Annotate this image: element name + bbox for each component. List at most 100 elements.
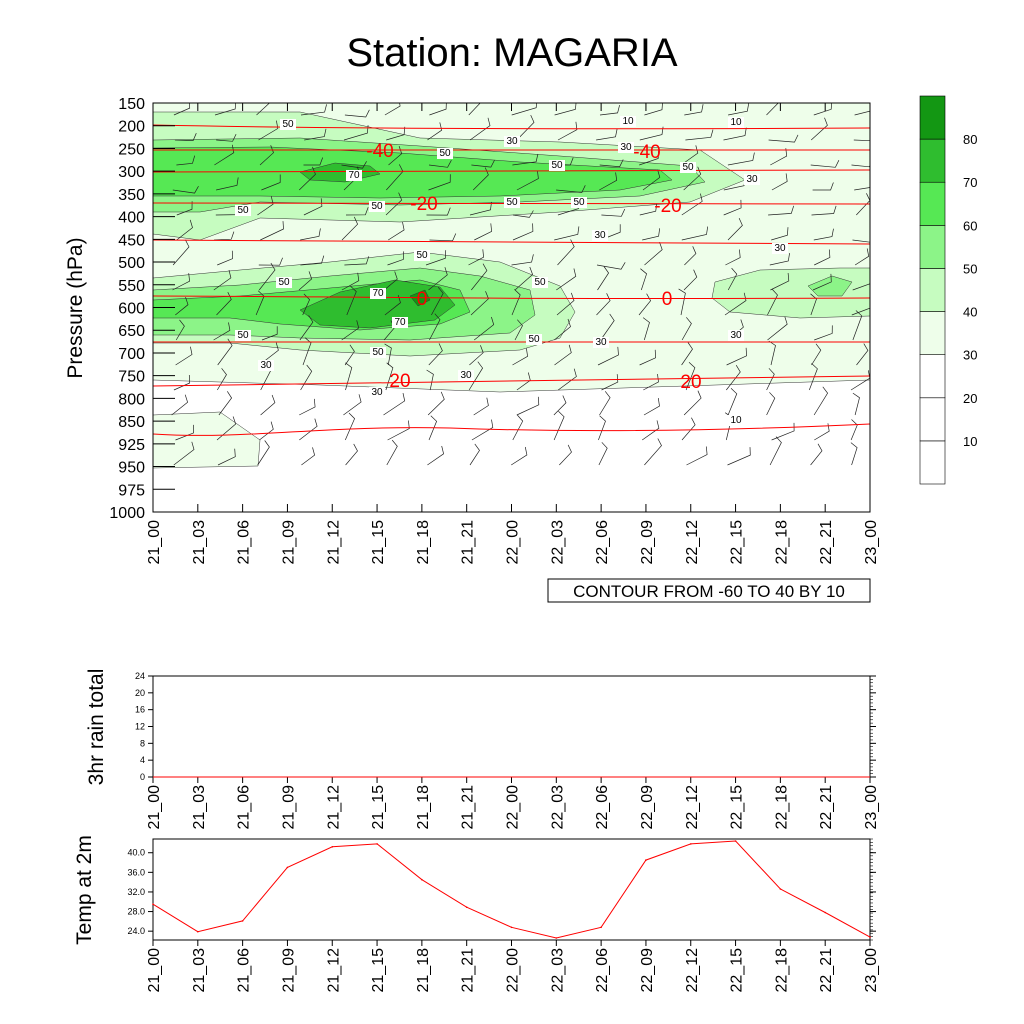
time-tick-label: 22_21 <box>818 520 835 565</box>
labelbar-box <box>919 311 946 355</box>
contour-label-box <box>728 117 744 128</box>
wind-barb <box>596 293 611 316</box>
wind-barb <box>554 318 571 341</box>
wind-barb <box>216 292 232 316</box>
contour-labels: 50 30 30 10 10 50 70 50 50 50 50 50 30 30 50 50 50 70 70 50… <box>235 116 788 426</box>
wind-barb <box>511 289 521 316</box>
x-tick-label: 21_06 <box>236 948 253 993</box>
wind-barb <box>214 144 235 166</box>
wind-barb <box>345 362 353 391</box>
wind-barb <box>216 177 239 191</box>
y-tick-label: 20 <box>135 688 145 698</box>
time-tick-label: 23_00 <box>863 520 880 565</box>
wind-barb <box>600 313 615 341</box>
wind-barb <box>850 442 858 466</box>
wind-barb <box>261 326 278 341</box>
wind-barb <box>851 307 870 316</box>
contour-info-text: CONTOUR FROM -60 TO 40 BY 10 <box>573 582 845 601</box>
temp-plot-frame <box>152 838 871 941</box>
wind-fill-region <box>153 411 261 469</box>
contour-panel: 50 30 30 10 10 50 70 50 50 50 50 50 30 30 50 50 50 70 70 50… <box>64 96 880 603</box>
wind-barb <box>599 159 624 168</box>
wind-barb <box>512 153 539 166</box>
wind-barb <box>851 164 870 168</box>
wind-barb <box>723 127 747 141</box>
temp-point <box>421 878 423 881</box>
pressure-tick-label: 550 <box>118 278 145 295</box>
wind-barb <box>601 374 619 391</box>
pressure-tick-label: 1000 <box>109 505 145 522</box>
wind-barb <box>260 221 284 241</box>
wind-barb <box>172 239 190 266</box>
contour-label-box <box>532 277 548 288</box>
y-tick-label: 36.0 <box>127 867 145 877</box>
wind-barb <box>468 103 481 116</box>
time-tick-label: 22_15 <box>729 520 746 565</box>
temperature-contour-label: -20 <box>654 196 681 217</box>
x-tick-label: 21_21 <box>460 785 477 830</box>
time-tick-label: 21_12 <box>325 520 342 565</box>
x-tick-label: 21_15 <box>370 948 387 993</box>
wind-barb <box>173 103 191 116</box>
wind-barb <box>685 361 696 391</box>
wind-barb <box>172 186 199 194</box>
wind-barb <box>384 343 392 366</box>
wind-barb <box>175 424 194 441</box>
wind-barb <box>341 320 360 341</box>
wind-barb <box>214 103 237 116</box>
temperature-contour-label: 0 <box>662 289 673 310</box>
x-tick-label: 21_09 <box>280 948 297 993</box>
wind-barb <box>469 443 480 466</box>
wind-barb <box>218 391 233 416</box>
wind-barb <box>427 445 444 466</box>
wind-barb <box>516 170 539 191</box>
wind-barb <box>727 447 751 466</box>
y-tick-label: 8 <box>140 738 145 748</box>
contour-label-box <box>504 136 520 147</box>
wind-barb <box>175 296 189 316</box>
temperature-contour-label: 20 <box>680 372 701 393</box>
wind-barb <box>814 249 831 266</box>
labelbar-label: 50 <box>963 261 977 276</box>
wind-barb <box>812 182 834 191</box>
wind-barb <box>468 249 484 266</box>
wind-contour-label: 70 <box>394 317 406 328</box>
wind-barb <box>345 207 369 216</box>
x-tick-label: 21_21 <box>460 948 477 993</box>
wind-barb <box>678 288 686 316</box>
wind-barb <box>473 397 489 416</box>
wind-barb <box>642 169 661 191</box>
wind-barb <box>850 419 858 441</box>
wind-barb <box>681 193 703 216</box>
x-tick-label: 21_12 <box>325 785 342 830</box>
wind-barb <box>216 133 237 142</box>
wind-barb <box>728 103 750 116</box>
wind-barb <box>428 160 452 168</box>
contour-label-box <box>346 170 362 181</box>
wind-barb <box>471 263 488 291</box>
wind-barb <box>259 421 274 441</box>
wind-contour-label: 10 <box>730 117 742 128</box>
wind-barb <box>175 346 193 366</box>
wind-barb <box>217 250 233 266</box>
wind-contour-label: 30 <box>730 330 742 341</box>
wind-barb <box>644 241 663 266</box>
labelbar-label: 70 <box>963 175 977 190</box>
wind-barb <box>727 267 738 291</box>
wind-barb <box>769 436 782 466</box>
wind-barb <box>341 161 367 169</box>
wind-barb <box>769 253 790 266</box>
wind-barb <box>256 103 270 116</box>
rain-axis-title: 3hr rain total <box>85 669 108 786</box>
wind-barb <box>557 121 578 141</box>
pressure-tick-label: 850 <box>118 414 145 431</box>
wind-barb <box>683 390 702 416</box>
wind-contour-label: 50 <box>551 160 563 171</box>
pressure-tick-label: 750 <box>118 369 145 386</box>
wind-speed-labelbar: 10 20 30 40 50 60 70 80 <box>919 95 977 485</box>
contour-info-frame <box>547 578 871 603</box>
wind-barb <box>642 317 650 341</box>
contour-label-box <box>618 142 634 153</box>
pressure-tick-label: 700 <box>118 346 145 363</box>
labelbar-box <box>919 181 946 226</box>
